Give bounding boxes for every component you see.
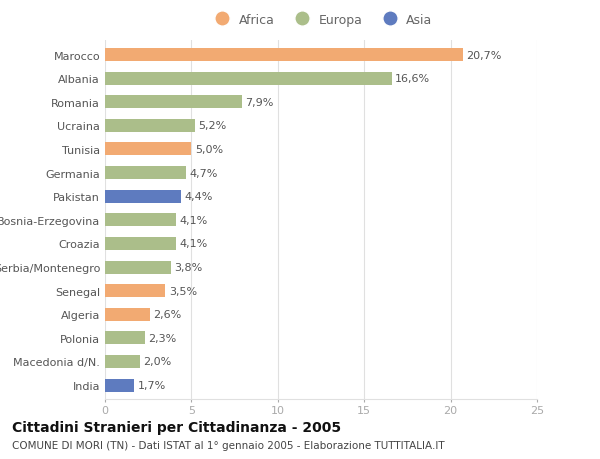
Text: 2,0%: 2,0% xyxy=(143,357,171,367)
Text: 4,1%: 4,1% xyxy=(179,239,208,249)
Bar xyxy=(105,331,145,345)
Bar xyxy=(105,355,140,368)
Bar xyxy=(105,379,134,392)
Bar xyxy=(105,167,186,179)
Text: 4,1%: 4,1% xyxy=(179,215,208,225)
Bar xyxy=(105,190,181,203)
Bar xyxy=(105,261,170,274)
Text: Cittadini Stranieri per Cittadinanza - 2005: Cittadini Stranieri per Cittadinanza - 2… xyxy=(12,420,341,434)
Bar xyxy=(105,285,166,297)
Text: 3,8%: 3,8% xyxy=(174,263,202,273)
Legend: Africa, Europa, Asia: Africa, Europa, Asia xyxy=(205,9,437,32)
Text: 5,0%: 5,0% xyxy=(195,145,223,155)
Text: COMUNE DI MORI (TN) - Dati ISTAT al 1° gennaio 2005 - Elaborazione TUTTITALIA.IT: COMUNE DI MORI (TN) - Dati ISTAT al 1° g… xyxy=(12,440,445,450)
Text: 5,2%: 5,2% xyxy=(199,121,227,131)
Text: 4,4%: 4,4% xyxy=(184,192,213,202)
Bar xyxy=(105,214,176,227)
Bar xyxy=(105,96,242,109)
Text: 4,7%: 4,7% xyxy=(190,168,218,178)
Bar xyxy=(105,237,176,250)
Bar xyxy=(105,308,150,321)
Bar xyxy=(105,49,463,62)
Text: 20,7%: 20,7% xyxy=(466,50,502,61)
Text: 16,6%: 16,6% xyxy=(395,74,430,84)
Text: 3,5%: 3,5% xyxy=(169,286,197,296)
Text: 7,9%: 7,9% xyxy=(245,98,274,107)
Bar xyxy=(105,120,195,133)
Bar xyxy=(105,143,191,156)
Text: 2,3%: 2,3% xyxy=(148,333,176,343)
Text: 1,7%: 1,7% xyxy=(138,380,166,390)
Text: 2,6%: 2,6% xyxy=(154,309,182,319)
Bar xyxy=(105,73,392,85)
